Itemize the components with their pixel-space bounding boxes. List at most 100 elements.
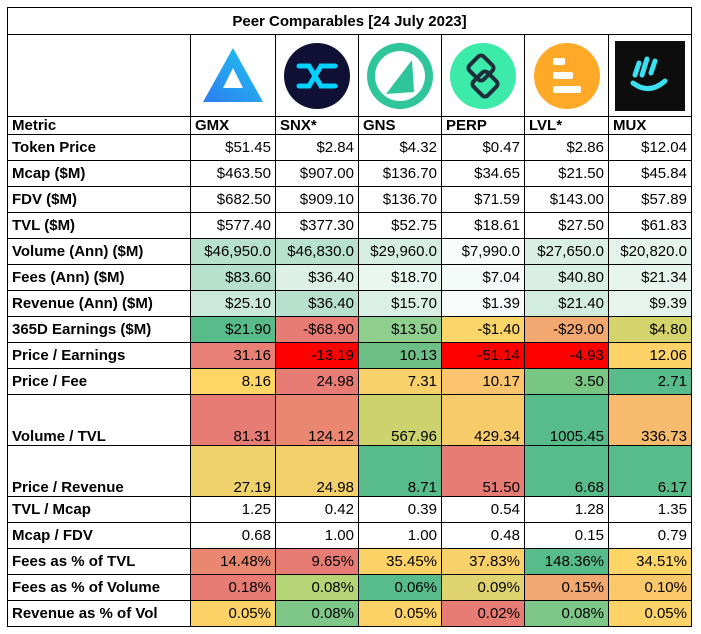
value-cell: 9.65%: [275, 548, 359, 575]
gns-logo: [358, 34, 442, 117]
value-cell: 0.42: [275, 496, 359, 523]
value-cell: 14.48%: [190, 548, 276, 575]
value-cell: $20,820.0: [608, 238, 692, 265]
value-cell: 0.08%: [275, 574, 359, 601]
value-cell: 0.39: [358, 496, 442, 523]
table-row: Price / Revenue 27.19 24.98 8.71 51.50 6.68 6.…: [7, 445, 692, 497]
value-cell: 124.12: [275, 394, 359, 446]
value-cell: 1.28: [524, 496, 609, 523]
table-row: Fees as % of TVL 14.48% 9.65% 35.45% 37.83% 1…: [7, 548, 692, 575]
table-row: TVL / Mcap 1.25 0.42 0.39 0.54 1.28 1.35: [7, 496, 692, 523]
value-cell: $21.50: [524, 160, 609, 187]
value-cell: $7,990.0: [441, 238, 525, 265]
metric-header: Metric: [7, 116, 191, 135]
table-row: Price / Earnings 31.16 -13.19 10.13 -51.14 -4…: [7, 342, 692, 369]
value-cell: $21.34: [608, 264, 692, 291]
table-row: Volume (Ann) ($M) $46,950.0 $46,830.0 $29,9…: [7, 238, 692, 265]
mux-logo: [608, 34, 692, 117]
value-cell: 148.36%: [524, 548, 609, 575]
value-cell: 0.54: [441, 496, 525, 523]
peer-comparables-table: Peer Comparables [24 July 2023]: [7, 7, 692, 627]
value-cell: $907.00: [275, 160, 359, 187]
metric-label: TVL / Mcap: [7, 496, 191, 523]
value-cell: 24.98: [275, 445, 359, 497]
value-cell: 10.13: [358, 342, 442, 369]
value-cell: 34.51%: [608, 548, 692, 575]
table-row: Fees as % of Volume 0.18% 0.08% 0.06% 0.09% 0…: [7, 574, 692, 601]
value-cell: $0.47: [441, 134, 525, 161]
metric-label: Fees (Ann) ($M): [7, 264, 191, 291]
metric-label: Mcap ($M): [7, 160, 191, 187]
table-row: Fees (Ann) ($M) $83.60 $36.40 $18.70 $7.04 $4…: [7, 264, 692, 291]
value-cell: 0.10%: [608, 574, 692, 601]
value-cell: $18.61: [441, 212, 525, 239]
value-cell: $577.40: [190, 212, 276, 239]
value-cell: 1005.45: [524, 394, 609, 446]
value-cell: $57.89: [608, 186, 692, 213]
value-cell: $136.70: [358, 160, 442, 187]
value-cell: 51.50: [441, 445, 525, 497]
value-cell: 1.35: [608, 496, 692, 523]
metric-label: Revenue (Ann) ($M): [7, 290, 191, 317]
value-cell: 81.31: [190, 394, 276, 446]
value-cell: $909.10: [275, 186, 359, 213]
column-header: MUX: [608, 116, 692, 135]
table-row: Revenue (Ann) ($M) $25.10 $36.40 $15.70 $1.3…: [7, 290, 692, 317]
value-cell: $18.70: [358, 264, 442, 291]
value-cell: 0.08%: [524, 600, 609, 627]
metric-label: Price / Earnings: [7, 342, 191, 369]
value-cell: $40.80: [524, 264, 609, 291]
value-cell: $36.40: [275, 264, 359, 291]
value-cell: $15.70: [358, 290, 442, 317]
metric-label: Price / Revenue: [7, 445, 191, 497]
value-cell: 0.08%: [275, 600, 359, 627]
table-row: Token Price $51.45 $2.84 $4.32 $0.47 $2.86 $12…: [7, 134, 692, 161]
table-title: Peer Comparables [24 July 2023]: [7, 7, 692, 35]
table-row: 365D Earnings ($M) $21.90 -$68.90 $13.50 -$1…: [7, 316, 692, 343]
value-cell: $1.39: [441, 290, 525, 317]
value-cell: 0.15%: [524, 574, 609, 601]
column-header: PERP: [441, 116, 525, 135]
value-cell: 0.05%: [190, 600, 276, 627]
value-cell: -51.14: [441, 342, 525, 369]
table-row: Mcap / FDV 0.68 1.00 1.00 0.48 0.15 0.79: [7, 522, 692, 549]
logo-row-blank: [7, 34, 191, 117]
value-cell: 37.83%: [441, 548, 525, 575]
metric-label: Fees as % of TVL: [7, 548, 191, 575]
metric-label: Fees as % of Volume: [7, 574, 191, 601]
metric-label: Volume / TVL: [7, 394, 191, 446]
snx-logo: [275, 34, 359, 117]
value-cell: $25.10: [190, 290, 276, 317]
column-header: GMX: [190, 116, 276, 135]
value-cell: $71.59: [441, 186, 525, 213]
value-cell: $61.83: [608, 212, 692, 239]
value-cell: $52.75: [358, 212, 442, 239]
metric-label: TVL ($M): [7, 212, 191, 239]
table-row: Price / Fee 8.16 24.98 7.31 10.17 3.50 2.71: [7, 368, 692, 395]
value-cell: $13.50: [358, 316, 442, 343]
value-cell: 0.15: [524, 522, 609, 549]
value-cell: 0.18%: [190, 574, 276, 601]
value-cell: $4.80: [608, 316, 692, 343]
value-cell: $463.50: [190, 160, 276, 187]
value-cell: $136.70: [358, 186, 442, 213]
value-cell: $29,960.0: [358, 238, 442, 265]
value-cell: $46,830.0: [275, 238, 359, 265]
value-cell: 0.06%: [358, 574, 442, 601]
value-cell: $21.90: [190, 316, 276, 343]
value-cell: $2.86: [524, 134, 609, 161]
value-cell: $377.30: [275, 212, 359, 239]
value-cell: $34.65: [441, 160, 525, 187]
column-header: SNX*: [275, 116, 359, 135]
value-cell: -4.93: [524, 342, 609, 369]
metric-label: Price / Fee: [7, 368, 191, 395]
value-cell: 3.50: [524, 368, 609, 395]
value-cell: -$1.40: [441, 316, 525, 343]
value-cell: 429.34: [441, 394, 525, 446]
value-cell: $36.40: [275, 290, 359, 317]
table-body: Peer Comparables [24 July 2023]: [7, 7, 692, 627]
value-cell: 10.17: [441, 368, 525, 395]
value-cell: $143.00: [524, 186, 609, 213]
metric-label: Revenue as % of Vol: [7, 600, 191, 627]
value-cell: 0.05%: [608, 600, 692, 627]
